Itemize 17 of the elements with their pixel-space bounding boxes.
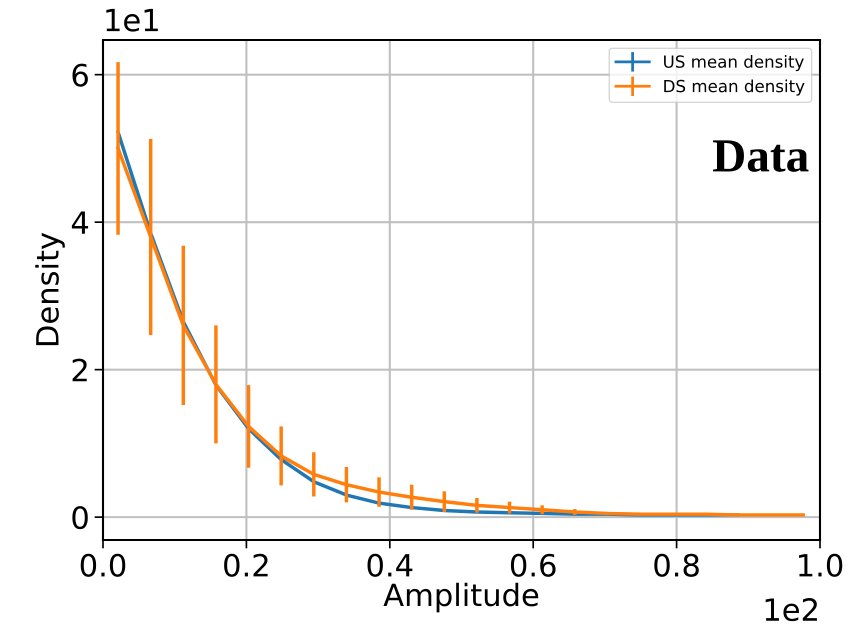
text: 1e1 <box>106 8 158 32</box>
x-tick-label: 0.0 <box>80 554 126 577</box>
annotation: Data <box>713 140 809 172</box>
x-tick-label: 0.2 <box>224 554 268 577</box>
text: 1e2 <box>766 598 817 622</box>
x-tick-label: 0.8 <box>654 554 699 577</box>
legend-label: DS mean density <box>664 79 805 96</box>
y-tick-label: 2 <box>72 358 87 382</box>
legend-label: US mean density <box>664 55 804 72</box>
y-tick-label: 0 <box>72 506 88 530</box>
x-tick-label: 0.6 <box>510 554 556 577</box>
x-tick-label: 0.4 <box>368 554 412 577</box>
x-axis-title: Amplitude <box>383 582 538 612</box>
y-axis-title: Density <box>35 232 65 346</box>
y-tick-label: 4 <box>72 211 88 234</box>
y-tick-label: 6 <box>72 64 88 87</box>
x-tick-label: 1.0 <box>799 554 842 577</box>
